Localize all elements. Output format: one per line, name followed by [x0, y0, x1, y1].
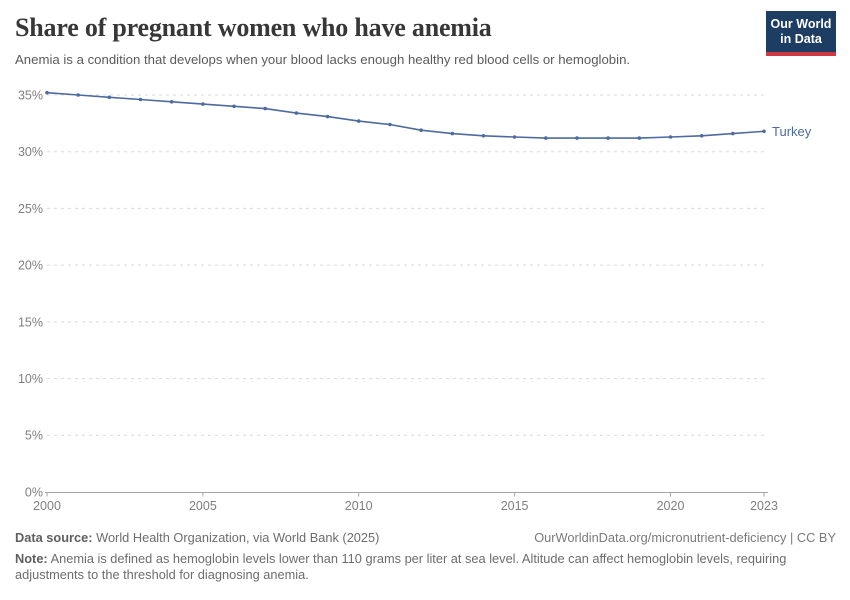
data-point[interactable] [169, 100, 174, 104]
data-point[interactable] [512, 135, 517, 139]
data-point[interactable] [294, 111, 299, 115]
data-point[interactable] [45, 90, 49, 95]
x-axis-tick-label: 2020 [657, 499, 685, 513]
data-point[interactable] [232, 104, 236, 109]
y-axis-tick-label: 30% [18, 145, 43, 159]
chart-subtitle: Anemia is a condition that develops when… [15, 52, 631, 67]
y-axis-tick-label: 0% [25, 485, 43, 499]
data-point[interactable] [481, 134, 486, 138]
data-point[interactable] [762, 129, 766, 134]
data-point[interactable] [138, 97, 143, 102]
data-point[interactable] [606, 136, 610, 140]
y-axis-tick-label: 20% [18, 258, 43, 272]
data-point[interactable] [419, 128, 423, 132]
data-point[interactable] [325, 114, 330, 119]
data-point[interactable] [76, 93, 80, 97]
data-point[interactable] [107, 95, 112, 100]
y-axis-tick-label: 25% [18, 202, 43, 216]
y-axis-tick-label: 15% [18, 315, 43, 329]
owid-logo[interactable]: Our World in Data [766, 11, 836, 56]
data-source-label: Data source: [15, 530, 93, 545]
data-point[interactable] [263, 106, 268, 111]
x-axis-tick-label: 2000 [33, 499, 61, 513]
x-axis-tick-label: 2010 [345, 499, 373, 513]
data-point[interactable] [544, 136, 548, 140]
series-label-turkey[interactable]: Turkey [772, 124, 812, 139]
trend-line[interactable] [46, 91, 765, 139]
owid-url-link[interactable]: OurWorldinData.org/micronutrient-deficie… [534, 530, 836, 545]
note-text: Anemia is defined as hemoglobin levels l… [15, 550, 787, 583]
owid-logo-line2: in Data [780, 32, 822, 46]
y-axis-tick-label: 10% [18, 372, 43, 386]
data-point[interactable] [450, 131, 455, 136]
y-axis-tick-label: 5% [25, 429, 43, 443]
chart-note: Note: Anemia is defined as hemoglobin le… [15, 551, 836, 584]
data-point[interactable] [668, 135, 673, 139]
data-point[interactable] [699, 134, 704, 138]
owid-logo-line1: Our World [770, 17, 832, 31]
x-axis-tick-label: 2015 [501, 499, 529, 513]
data-point[interactable] [356, 119, 361, 123]
source-row: Data source: World Health Organization, … [15, 530, 836, 547]
chart-title: Share of pregnant women who have anemia [15, 13, 492, 42]
data-point[interactable] [731, 131, 735, 136]
chart-footer: Data source: World Health Organization, … [15, 530, 836, 584]
x-axis-tick-label: 2023 [750, 499, 778, 513]
data-point[interactable] [201, 102, 205, 106]
data-source-text: World Health Organization, via World Ban… [96, 530, 380, 545]
data-point[interactable] [388, 122, 392, 127]
data-point[interactable] [637, 136, 642, 140]
data-source: Data source: World Health Organization, … [15, 530, 379, 547]
y-axis-tick-label: 35% [18, 88, 43, 102]
x-axis-tick-label: 2005 [189, 499, 217, 513]
note-label: Note: [15, 550, 48, 566]
data-point[interactable] [575, 136, 579, 140]
